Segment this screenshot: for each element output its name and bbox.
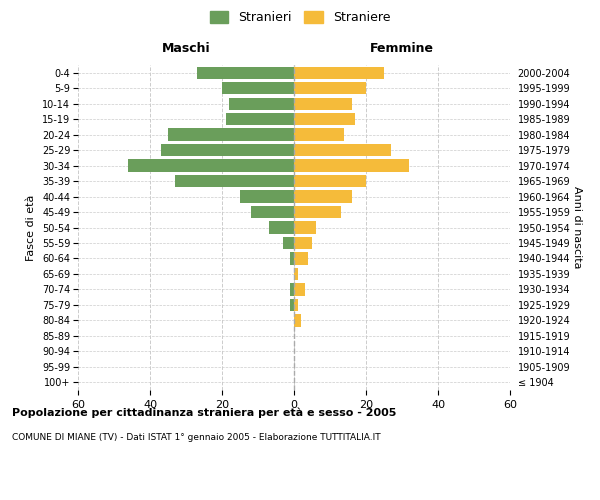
- Bar: [294, 175, 366, 188]
- Bar: [294, 206, 341, 218]
- Bar: [240, 190, 294, 202]
- Bar: [229, 98, 294, 110]
- Bar: [294, 98, 352, 110]
- Bar: [290, 252, 294, 264]
- Text: Maschi: Maschi: [161, 42, 211, 55]
- Bar: [294, 237, 312, 249]
- Bar: [294, 222, 316, 234]
- Bar: [128, 160, 294, 172]
- Bar: [222, 82, 294, 94]
- Bar: [168, 128, 294, 141]
- Bar: [197, 66, 294, 79]
- Text: Femmine: Femmine: [370, 42, 434, 55]
- Bar: [294, 314, 301, 326]
- Bar: [226, 113, 294, 126]
- Y-axis label: Fasce di età: Fasce di età: [26, 194, 37, 260]
- Bar: [269, 222, 294, 234]
- Text: Popolazione per cittadinanza straniera per età e sesso - 2005: Popolazione per cittadinanza straniera p…: [12, 408, 397, 418]
- Bar: [251, 206, 294, 218]
- Bar: [294, 128, 344, 141]
- Y-axis label: Anni di nascita: Anni di nascita: [572, 186, 581, 269]
- Bar: [290, 283, 294, 296]
- Bar: [283, 237, 294, 249]
- Text: COMUNE DI MIANE (TV) - Dati ISTAT 1° gennaio 2005 - Elaborazione TUTTITALIA.IT: COMUNE DI MIANE (TV) - Dati ISTAT 1° gen…: [12, 432, 380, 442]
- Bar: [294, 82, 366, 94]
- Bar: [294, 268, 298, 280]
- Bar: [294, 190, 352, 202]
- Bar: [294, 66, 384, 79]
- Bar: [294, 113, 355, 126]
- Bar: [294, 252, 308, 264]
- Bar: [294, 144, 391, 156]
- Bar: [290, 298, 294, 311]
- Bar: [175, 175, 294, 188]
- Bar: [294, 298, 298, 311]
- Bar: [294, 283, 305, 296]
- Bar: [161, 144, 294, 156]
- Legend: Stranieri, Straniere: Stranieri, Straniere: [209, 11, 391, 24]
- Bar: [294, 160, 409, 172]
